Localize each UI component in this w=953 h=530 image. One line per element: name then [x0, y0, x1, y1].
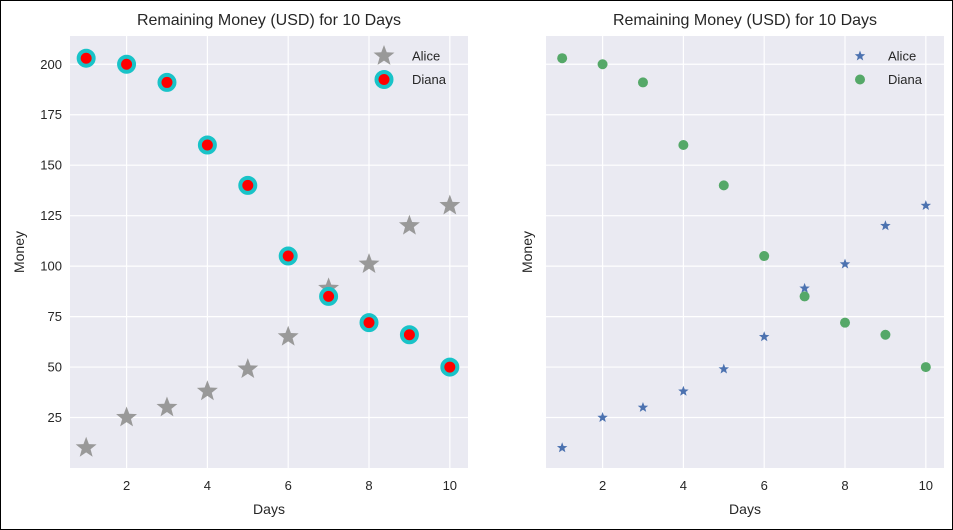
- x-tick-label: 6: [761, 478, 768, 493]
- x-axis-label: Days: [253, 501, 285, 517]
- y-axis-label: Money: [11, 231, 27, 273]
- x-tick-label: 10: [919, 478, 933, 493]
- data-point-diana: [197, 135, 217, 155]
- series-diana: [557, 53, 931, 373]
- x-axis-label: Days: [729, 501, 761, 517]
- chart-panel-2: 2 4 6 8 10 Remaining Money (USD) for 10 Days D…: [519, 12, 944, 517]
- y-tick-label: 125: [40, 208, 62, 223]
- x-tick-label: 4: [204, 478, 211, 493]
- plot-background: [70, 36, 468, 468]
- y-tick-label: 150: [40, 158, 62, 173]
- data-point-alice: [920, 200, 932, 211]
- data-point-diana: [557, 53, 568, 64]
- chart-panel-1: 2 4 6 8 10 25 50 75 100 125 150 175 200 Remaining Mon…: [11, 12, 468, 517]
- data-point-diana: [440, 357, 460, 377]
- legend-label-alice: Alice: [412, 49, 440, 64]
- legend-marker-alice: [373, 45, 395, 65]
- legend-label-alice: Alice: [888, 49, 916, 64]
- data-point-alice: [758, 331, 770, 342]
- y-tick-label: 175: [40, 107, 62, 122]
- data-point-diana: [278, 246, 298, 266]
- y-axis-label: Money: [519, 231, 535, 273]
- legend-marker-alice: [854, 50, 866, 61]
- chart-title: Remaining Money (USD) for 10 Days: [137, 12, 401, 29]
- x-tick-label: 4: [680, 478, 687, 493]
- legend-marker-diana: [374, 70, 394, 89]
- legend-label-diana: Diana: [888, 72, 923, 87]
- data-point-diana: [319, 286, 339, 306]
- data-point-diana: [920, 362, 931, 373]
- legend-marker-diana: [855, 74, 865, 85]
- data-point-diana: [880, 329, 891, 340]
- data-point-diana: [718, 180, 729, 191]
- data-point-diana: [637, 77, 648, 88]
- data-point-alice: [439, 194, 461, 215]
- data-point-alice: [277, 325, 299, 346]
- data-point-diana: [238, 175, 258, 195]
- data-point-diana: [597, 59, 608, 70]
- y-tick-label: 100: [40, 259, 62, 274]
- plot-background: [546, 36, 944, 468]
- data-point-alice: [678, 385, 689, 396]
- series-diana: [76, 48, 460, 377]
- data-point-alice: [196, 380, 218, 401]
- data-point-diana: [840, 317, 851, 328]
- data-point-alice: [237, 358, 259, 378]
- x-tick-label: 6: [285, 478, 292, 493]
- data-point-alice: [597, 412, 608, 422]
- data-point-alice: [839, 258, 851, 269]
- legend-label-diana: Diana: [412, 72, 447, 87]
- x-tick-label: 2: [599, 478, 606, 493]
- data-point-alice: [880, 220, 891, 231]
- y-tick-label: 200: [40, 57, 62, 72]
- data-point-diana: [117, 54, 137, 74]
- data-point-diana: [359, 313, 379, 333]
- y-tick-label: 75: [48, 309, 62, 324]
- x-tick-label: 8: [841, 478, 848, 493]
- data-point-alice: [398, 214, 420, 235]
- y-tick-label: 50: [48, 360, 62, 375]
- data-point-diana: [759, 251, 770, 262]
- data-point-diana: [799, 291, 810, 302]
- data-point-diana: [76, 48, 96, 68]
- data-point-alice: [556, 442, 568, 453]
- data-point-alice: [156, 396, 178, 417]
- legend: Alice Diana: [854, 49, 923, 87]
- data-point-diana: [399, 325, 419, 345]
- x-tick-label: 10: [443, 478, 457, 493]
- series-alice: [556, 200, 932, 453]
- data-point-alice: [358, 253, 380, 274]
- y-tick-label: 25: [48, 410, 62, 425]
- data-point-diana: [157, 72, 177, 92]
- data-point-alice: [637, 401, 649, 412]
- data-point-alice: [75, 436, 97, 457]
- data-point-diana: [678, 140, 689, 151]
- data-point-alice: [799, 282, 810, 293]
- chart-title: Remaining Money (USD) for 10 Days: [613, 12, 877, 29]
- x-tick-label: 2: [123, 478, 130, 493]
- data-point-alice: [718, 363, 730, 374]
- x-tick-label: 8: [365, 478, 372, 493]
- legend: Alice Diana: [373, 45, 447, 89]
- data-point-alice: [116, 406, 138, 427]
